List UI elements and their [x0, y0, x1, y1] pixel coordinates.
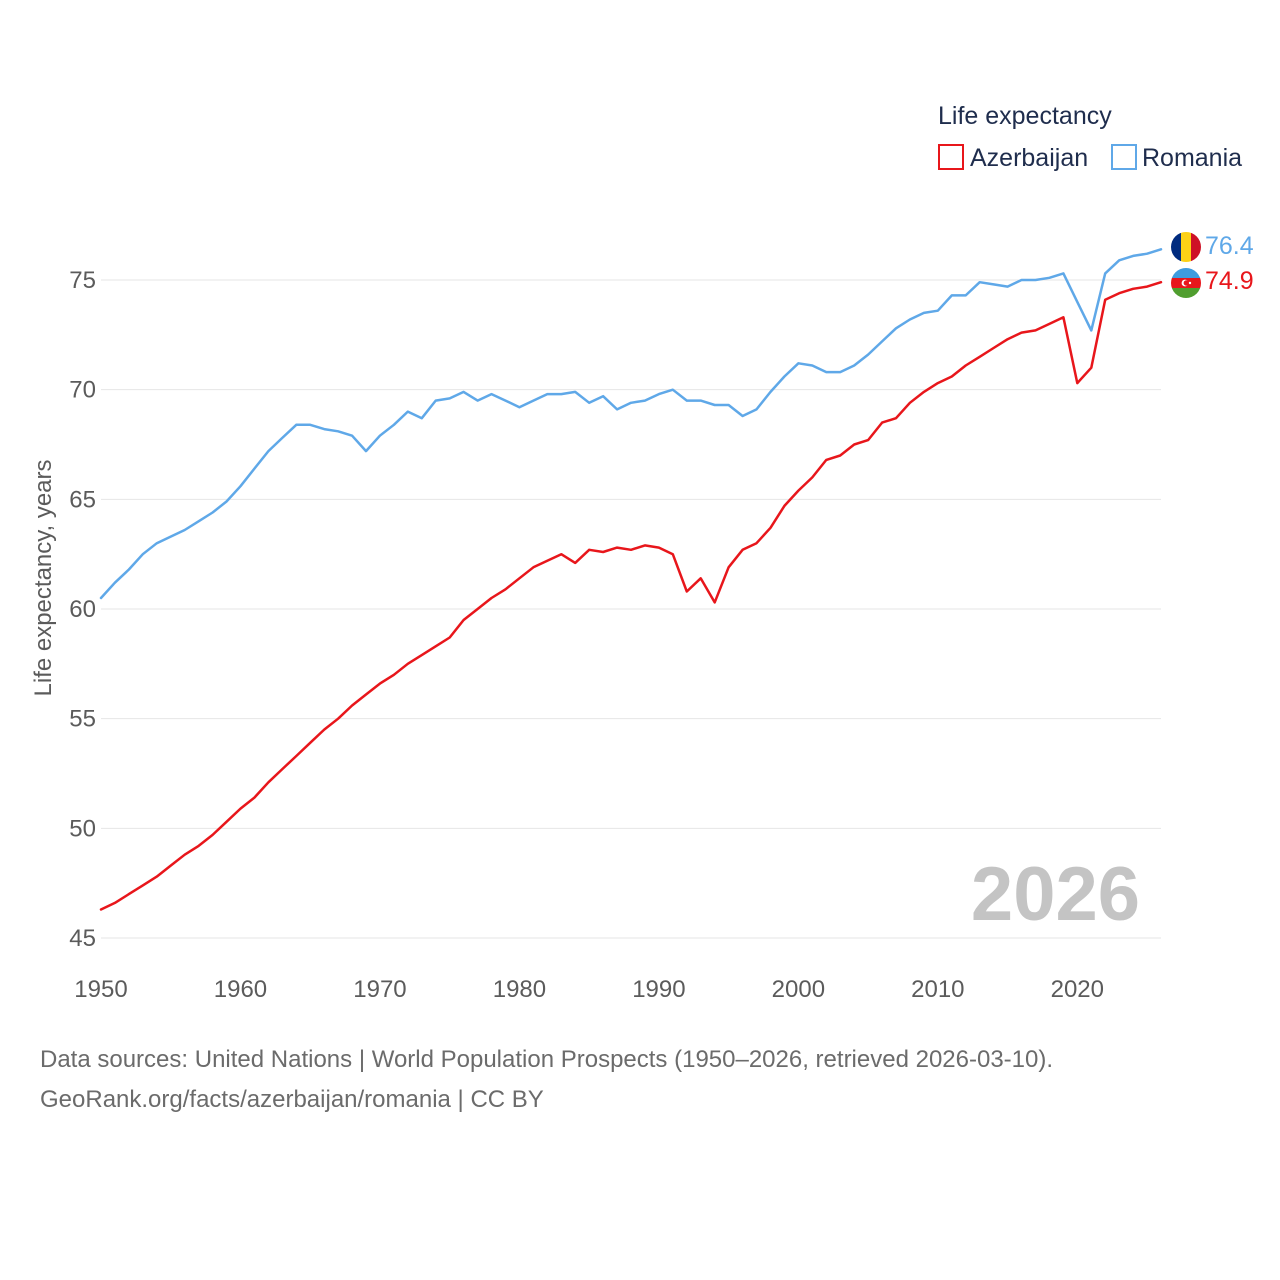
series-line-azerbaijan[interactable] — [99, 280, 1163, 911]
y-tick-label: 45 — [69, 925, 96, 952]
x-tick-label: 2020 — [1051, 976, 1104, 1003]
year-watermark: 2026 — [971, 852, 1140, 937]
legend-swatch-romania — [1111, 144, 1137, 170]
x-tick-label: 1980 — [493, 976, 546, 1003]
x-tick-label: 2010 — [911, 976, 964, 1003]
x-tick-label: 1990 — [632, 976, 685, 1003]
y-tick-label: 75 — [69, 267, 96, 294]
y-tick-label: 70 — [69, 377, 96, 404]
y-tick-label: 55 — [69, 706, 96, 733]
y-tick-label: 50 — [69, 815, 96, 842]
x-axis-ticks: 1950 1960 1970 1980 1990 2000 2010 2020 — [74, 976, 1104, 1003]
legend-label-romania: Romania — [1142, 144, 1242, 172]
x-tick-label: 1960 — [214, 976, 267, 1003]
end-label-azerbaijan: 74.9 — [1205, 267, 1254, 295]
y-tick-label: 65 — [69, 486, 96, 513]
source-line-2[interactable]: GeoRank.org/facts/azerbaijan/romania | C… — [40, 1086, 544, 1113]
source-line-1: Data sources: United Nations | World Pop… — [40, 1046, 1054, 1073]
y-tick-label: 60 — [69, 596, 96, 623]
y-axis-label: Life expectancy, years — [30, 459, 57, 696]
azerbaijan-flag-icon — [1171, 268, 1201, 298]
legend-label-azerbaijan: Azerbaijan — [970, 144, 1088, 172]
x-tick-label: 1970 — [353, 976, 406, 1003]
series-line-romania[interactable] — [99, 248, 1163, 600]
gridlines — [101, 279, 1161, 939]
legend: Life expectancy Azerbaijan Romania — [938, 102, 1242, 172]
y-axis-ticks: 45 50 55 60 65 70 75 — [69, 267, 96, 952]
legend-item-romania[interactable]: Romania — [1111, 144, 1242, 172]
x-tick-label: 1950 — [74, 976, 127, 1003]
end-label-romania: 76.4 — [1205, 232, 1254, 260]
source-note: Data sources: United Nations | World Pop… — [40, 1040, 1053, 1120]
legend-title: Life expectancy — [938, 102, 1112, 130]
legend-swatch-azerbaijan — [938, 144, 964, 170]
legend-item-azerbaijan[interactable]: Azerbaijan — [938, 144, 1088, 172]
romania-flag-icon — [1171, 232, 1201, 262]
series-lines — [99, 248, 1163, 911]
x-tick-label: 2000 — [772, 976, 825, 1003]
